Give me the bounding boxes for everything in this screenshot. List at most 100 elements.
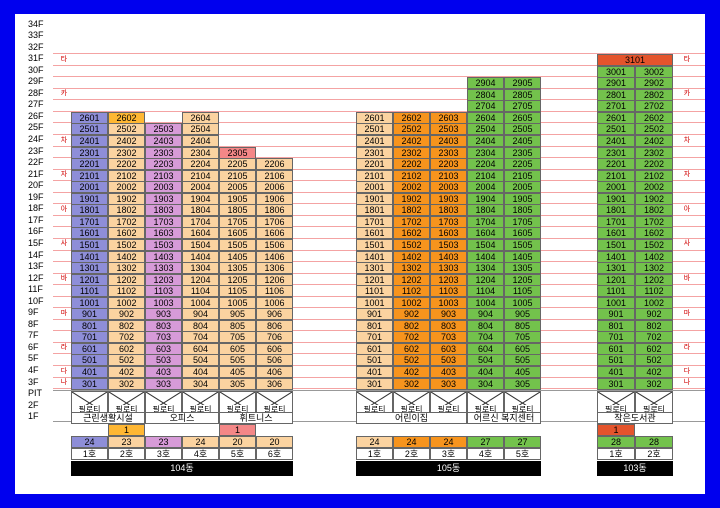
- unit-cell[interactable]: 2905: [504, 77, 541, 90]
- unit-cell[interactable]: 803: [145, 319, 182, 332]
- unit-cell[interactable]: 1001: [356, 296, 393, 309]
- unit-cell[interactable]: 2101: [71, 169, 108, 182]
- unit-cell[interactable]: 2303: [430, 146, 467, 159]
- unit-cell[interactable]: 2604: [467, 111, 504, 124]
- unit-cell[interactable]: 2902: [635, 77, 673, 90]
- unit-cell[interactable]: 1701: [71, 215, 108, 228]
- unit-cell[interactable]: 1804: [182, 204, 219, 217]
- unit-cell[interactable]: 2103: [145, 169, 182, 182]
- unit-cell[interactable]: 606: [256, 342, 293, 355]
- unit-cell[interactable]: 1006: [256, 296, 293, 309]
- unit-cell[interactable]: 2502: [393, 123, 430, 136]
- unit-cell[interactable]: 1402: [108, 250, 145, 263]
- unit-cell[interactable]: 2102: [393, 169, 430, 182]
- unit-cell[interactable]: 1702: [635, 215, 673, 228]
- unit-cell[interactable]: 1105: [219, 285, 256, 298]
- unit-cell[interactable]: 2006: [256, 181, 293, 194]
- unit-cell[interactable]: 1203: [430, 273, 467, 286]
- unit-cell[interactable]: 2203: [145, 158, 182, 171]
- unit-cell[interactable]: 804: [182, 319, 219, 332]
- unit-cell[interactable]: 2004: [182, 181, 219, 194]
- unit-cell[interactable]: 301: [71, 377, 108, 390]
- unit-cell[interactable]: 403: [430, 366, 467, 379]
- unit-cell[interactable]: 1902: [393, 192, 430, 205]
- unit-cell[interactable]: 1503: [145, 238, 182, 251]
- unit-cell[interactable]: 802: [635, 319, 673, 332]
- unit-cell[interactable]: 2404: [182, 135, 219, 148]
- unit-cell[interactable]: 2101: [356, 169, 393, 182]
- unit-cell[interactable]: 1504: [182, 238, 219, 251]
- unit-cell[interactable]: 2301: [71, 146, 108, 159]
- unit-cell[interactable]: 2601: [71, 111, 108, 124]
- unit-cell[interactable]: 2503: [145, 123, 182, 136]
- unit-cell[interactable]: 305: [219, 377, 256, 390]
- unit-cell[interactable]: 1305: [219, 262, 256, 275]
- unit-cell[interactable]: 901: [356, 308, 393, 321]
- unit-cell[interactable]: 2602: [393, 111, 430, 124]
- unit-cell[interactable]: 504: [182, 354, 219, 367]
- unit-cell[interactable]: 1702: [108, 215, 145, 228]
- unit-cell[interactable]: 1405: [504, 250, 541, 263]
- unit-cell[interactable]: 1003: [145, 296, 182, 309]
- unit-cell[interactable]: 1604: [467, 227, 504, 240]
- unit-cell[interactable]: 1102: [393, 285, 430, 298]
- unit-cell[interactable]: 1101: [71, 285, 108, 298]
- unit-cell[interactable]: 1601: [71, 227, 108, 240]
- unit-cell[interactable]: 301: [597, 377, 635, 390]
- unit-cell[interactable]: 1705: [219, 215, 256, 228]
- unit-cell[interactable]: 801: [71, 319, 108, 332]
- unit-cell[interactable]: 802: [393, 319, 430, 332]
- unit-cell[interactable]: 506: [256, 354, 293, 367]
- unit-cell[interactable]: 2105: [219, 169, 256, 182]
- unit-cell[interactable]: 1901: [71, 192, 108, 205]
- unit-cell[interactable]: 906: [256, 308, 293, 321]
- unit-cell[interactable]: 2402: [108, 135, 145, 148]
- unit-cell[interactable]: 2601: [356, 111, 393, 124]
- unit-cell[interactable]: 1302: [635, 262, 673, 275]
- unit-cell[interactable]: 1706: [256, 215, 293, 228]
- unit-cell[interactable]: 1502: [393, 238, 430, 251]
- unit-cell[interactable]: 902: [393, 308, 430, 321]
- unit-cell[interactable]: 1501: [597, 238, 635, 251]
- unit-cell[interactable]: 1302: [108, 262, 145, 275]
- unit-cell[interactable]: 2403: [145, 135, 182, 148]
- unit-cell[interactable]: 704: [467, 331, 504, 344]
- unit-cell[interactable]: 2205: [504, 158, 541, 171]
- unit-cell[interactable]: 2904: [467, 77, 504, 90]
- unit-cell[interactable]: 1705: [504, 215, 541, 228]
- unit-cell[interactable]: 2501: [71, 123, 108, 136]
- unit-cell[interactable]: 2305: [219, 146, 256, 159]
- unit-cell[interactable]: 801: [597, 319, 635, 332]
- unit-cell[interactable]: 602: [108, 342, 145, 355]
- unit-cell[interactable]: 2201: [597, 158, 635, 171]
- unit-cell[interactable]: 2402: [635, 135, 673, 148]
- unit-cell[interactable]: 2404: [467, 135, 504, 148]
- unit-cell[interactable]: 501: [356, 354, 393, 367]
- unit-cell[interactable]: 2005: [219, 181, 256, 194]
- unit-cell[interactable]: 1904: [467, 192, 504, 205]
- unit-cell[interactable]: 1801: [356, 204, 393, 217]
- unit-cell[interactable]: 1902: [108, 192, 145, 205]
- unit-cell[interactable]: 2202: [393, 158, 430, 171]
- unit-cell[interactable]: 1303: [430, 262, 467, 275]
- unit-cell[interactable]: 1601: [356, 227, 393, 240]
- unit-cell[interactable]: 702: [635, 331, 673, 344]
- unit-cell[interactable]: 1502: [635, 238, 673, 251]
- unit-cell[interactable]: 2505: [504, 123, 541, 136]
- unit-cell[interactable]: 2402: [393, 135, 430, 148]
- unit-cell[interactable]: 2204: [182, 158, 219, 171]
- unit-cell[interactable]: 2301: [356, 146, 393, 159]
- unit-cell[interactable]: 1005: [219, 296, 256, 309]
- unit-cell[interactable]: 302: [393, 377, 430, 390]
- unit-cell[interactable]: 401: [356, 366, 393, 379]
- unit-cell[interactable]: 601: [597, 342, 635, 355]
- unit-cell[interactable]: 1201: [597, 273, 635, 286]
- unit-cell[interactable]: 1405: [219, 250, 256, 263]
- unit-cell[interactable]: 1602: [108, 227, 145, 240]
- unit-cell[interactable]: 804: [467, 319, 504, 332]
- unit-cell[interactable]: 1505: [504, 238, 541, 251]
- unit-cell[interactable]: 904: [182, 308, 219, 321]
- unit-cell[interactable]: 1601: [597, 227, 635, 240]
- unit-cell[interactable]: 1403: [430, 250, 467, 263]
- unit-cell[interactable]: 1301: [597, 262, 635, 275]
